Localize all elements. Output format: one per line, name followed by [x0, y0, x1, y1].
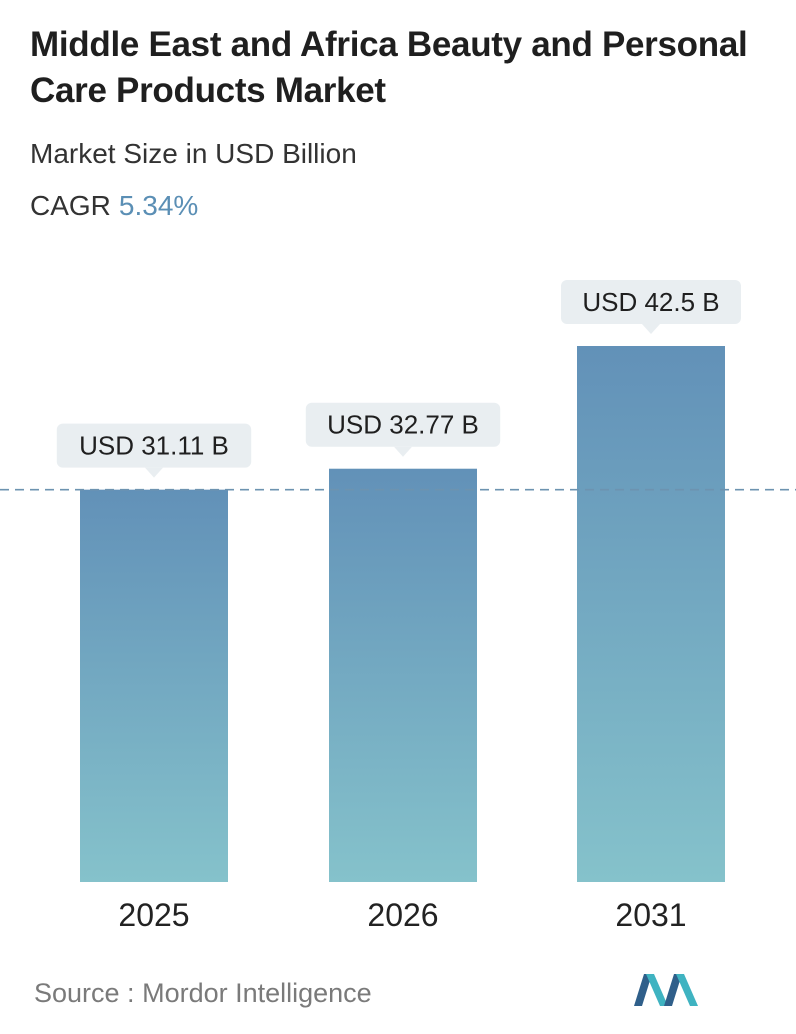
data-label-2031: USD 42.5 B — [561, 280, 741, 334]
x-tick-label-2031: 2031 — [615, 897, 686, 933]
source-footer: Source : Mordor Intelligence — [34, 978, 372, 1009]
mordor-intelligence-logo-icon — [634, 974, 698, 1006]
cagr-row: CAGR 5.34% — [30, 190, 198, 222]
cagr-value: 5.34% — [118, 190, 199, 221]
x-tick-label-2025: 2025 — [118, 897, 189, 933]
cagr-label: CAGR — [30, 190, 111, 221]
bar-2031 — [577, 346, 725, 882]
data-label-text: USD 42.5 B — [582, 287, 719, 317]
data-label-2026: USD 32.77 B — [305, 402, 501, 457]
x-tick-label-2026: 2026 — [367, 897, 438, 933]
bar-2026 — [329, 468, 477, 882]
data-label-text: USD 31.11 B — [79, 431, 229, 461]
source-label: Source : — [34, 978, 135, 1008]
data-label-text: USD 32.77 B — [327, 410, 479, 440]
chart-subtitle: Market Size in USD Billion — [30, 138, 357, 169]
data-label-2025: USD 31.11 B — [56, 423, 252, 478]
bar-2025 — [80, 489, 228, 882]
source-name: Mordor Intelligence — [142, 978, 372, 1008]
chart-title: Middle East and Africa Beauty and Person… — [30, 25, 748, 110]
